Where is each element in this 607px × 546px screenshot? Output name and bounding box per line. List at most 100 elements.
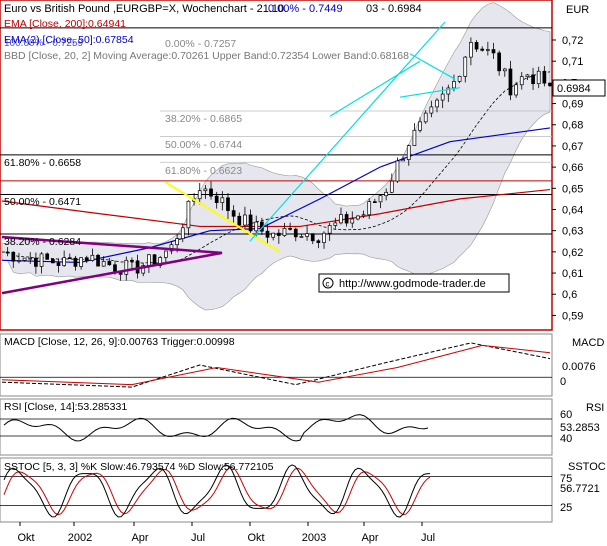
- candle-body: [548, 82, 552, 87]
- candle-body: [288, 228, 292, 230]
- candle-body: [203, 188, 208, 192]
- fib-label-000-mid: 0.00% - 0.7257: [165, 38, 236, 50]
- time-tick-label: Apr: [131, 532, 148, 544]
- watermark-box: [318, 273, 510, 293]
- candle-body: [254, 221, 259, 232]
- candle-body: [497, 52, 502, 72]
- candle-body: [62, 257, 66, 266]
- ema50-legend: EMA(2) [Close, 50]:0.67854: [4, 34, 134, 46]
- candle-body: [197, 190, 202, 200]
- candle-body: [101, 261, 106, 267]
- candle-body: [39, 253, 44, 267]
- last-price-label: 0.6984: [557, 83, 591, 95]
- macd-name: MACD: [572, 337, 604, 349]
- sstoc-name: SSTOC: [568, 461, 606, 473]
- candle-body: [141, 265, 146, 274]
- candle-body: [5, 251, 10, 254]
- candle-body: [11, 251, 16, 262]
- candle-body: [113, 264, 117, 272]
- candle-body: [514, 84, 518, 96]
- time-tick-label: Jul: [191, 532, 205, 544]
- candle-body: [243, 214, 247, 226]
- candle-body: [406, 145, 411, 160]
- rsi-lines: [0, 414, 552, 442]
- candle-body: [107, 261, 112, 266]
- candle-body: [180, 227, 185, 239]
- macd-value: 0.0076: [562, 361, 596, 373]
- sstoc-tick-75: 75: [560, 473, 572, 485]
- ema50-overlap-label: 100.00% - 0.7259: [4, 38, 83, 49]
- candle-body: [305, 233, 309, 237]
- rsi-legend: RSI [Close, 14]:53.285331: [4, 401, 127, 413]
- price-tick-label: 0,64: [562, 204, 583, 216]
- sstoc-tick-25: 25: [560, 502, 572, 514]
- fib-label-500-mid: 50.00% - 0.6744: [165, 139, 242, 151]
- candle-body: [339, 214, 343, 224]
- candle-body: [384, 191, 389, 197]
- ema200-line: [1, 188, 551, 228]
- currency-label: EUR: [566, 4, 589, 16]
- fibonacci-lines: [0, 27, 552, 235]
- sstoc-panel-frame: [0, 457, 553, 523]
- candle-body: [209, 188, 213, 197]
- candle-body: [452, 81, 456, 89]
- price-panel-frame: [0, 0, 553, 331]
- candle-body: [175, 238, 179, 246]
- rsi-name: RSI: [586, 402, 604, 414]
- candle-body: [299, 236, 304, 238]
- rsi-tick-60: 60: [560, 409, 572, 421]
- cyan-triangle-upper: [409, 53, 456, 80]
- candle-body: [220, 197, 225, 203]
- ema200-legend: EMA [Close, 200]:0.64941: [4, 18, 126, 30]
- candle-body: [395, 160, 400, 182]
- candle-body: [34, 257, 38, 267]
- price-tick-label: 0,69: [562, 99, 583, 111]
- candle-body: [327, 225, 332, 234]
- candle-body: [28, 257, 33, 260]
- candle-body: [237, 215, 242, 226]
- sstoc-k-line: [3, 464, 431, 518]
- candle-body: [67, 257, 72, 260]
- price-tick-label: 0,62: [562, 247, 583, 259]
- candle-body: [271, 232, 276, 238]
- bollinger-band: [1, 2, 551, 311]
- sstoc-legend: SSTOC [5, 3, 3] %K Slow:46.793574 %D Slo…: [4, 461, 274, 473]
- candle-body: [542, 70, 547, 84]
- candle-body: [508, 68, 513, 96]
- trendlines: [1, 21, 461, 295]
- price-tick-label: 0,65: [562, 183, 583, 195]
- candle-body: [525, 74, 530, 78]
- cyan-uptrend-lower: [329, 60, 421, 117]
- candle-body: [367, 201, 372, 216]
- bollinger-band-area: [1, 2, 551, 311]
- candle-body: [282, 228, 287, 236]
- candle-body: [265, 230, 270, 238]
- last-price-box: [552, 79, 606, 97]
- macd-lines: [0, 342, 552, 388]
- candle-body: [17, 260, 21, 262]
- candle-body: [186, 200, 191, 229]
- overlap-fib-label: 0.00% - 0.7449: [268, 3, 343, 15]
- candles: [5, 37, 552, 281]
- candle-body: [316, 240, 321, 243]
- macd-legend: MACD [Close, 12, 26, 9]:0.00763 Trigger:…: [4, 336, 235, 348]
- time-tick-label: 2003: [302, 532, 326, 544]
- candle-body: [124, 259, 129, 275]
- macd-trigger-line: [1, 344, 551, 386]
- rsi-tick-40: 40: [560, 433, 572, 445]
- candle-body: [147, 254, 151, 266]
- candle-body: [22, 257, 27, 261]
- candle-body: [130, 259, 134, 262]
- candle-body: [310, 233, 315, 242]
- macd-zero-tick: 0: [560, 376, 566, 388]
- macd-panel-frame: [0, 333, 553, 397]
- candle-body: [491, 49, 496, 54]
- candle-body: [373, 201, 377, 203]
- sstoc-lines: [0, 464, 552, 518]
- cyan-triangle-lower: [399, 87, 461, 98]
- candle-body: [45, 253, 50, 260]
- candle-body: [486, 49, 490, 51]
- price-tick-label: 0,63: [562, 226, 583, 238]
- candle-body: [344, 214, 349, 224]
